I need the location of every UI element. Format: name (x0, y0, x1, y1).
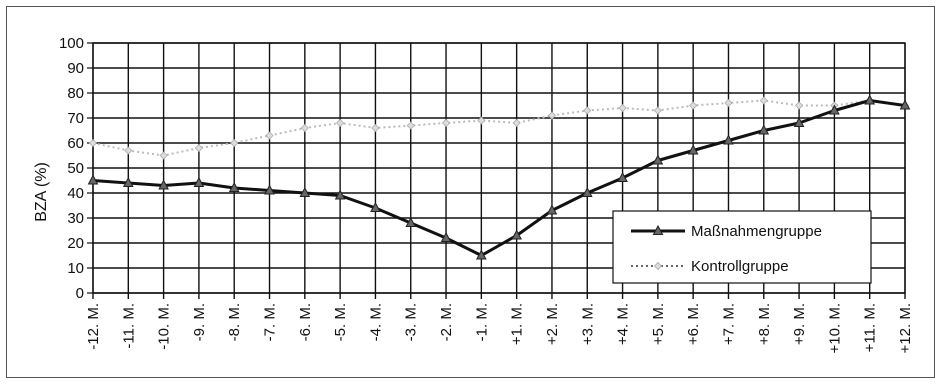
kontrollgruppe-point (230, 138, 239, 148)
kontrollgruppe-point (265, 131, 274, 140)
y-tick-label: 20 (67, 235, 84, 252)
kontrollgruppe-point (159, 151, 168, 160)
massnahmengruppe-point (652, 154, 664, 165)
massnahmengruppe-point (193, 176, 205, 187)
series-massnahmengruppe (87, 94, 911, 260)
kontrollgruppe-point (512, 118, 521, 128)
x-tick-label: -1. M. (473, 303, 490, 341)
kontrollgruppe-point (759, 96, 768, 105)
massnahmengruppe-point (899, 99, 911, 110)
y-axis-title: BZA (%) (33, 162, 50, 222)
massnahmengruppe-point (228, 181, 240, 192)
kontrollgruppe-point (441, 118, 451, 128)
massnahmengruppe-point (405, 216, 417, 227)
massnahmengruppe-point (758, 124, 770, 135)
x-tick-label: +9. M. (791, 303, 808, 345)
x-tick-label: -5. M. (332, 303, 349, 341)
legend-marker-kontrollgruppe (653, 261, 663, 271)
kontrollgruppe-point (88, 138, 98, 148)
y-tick-label: 30 (67, 210, 84, 227)
y-tick-label: 70 (67, 110, 84, 127)
legend-marker-massnahmengruppe (652, 224, 664, 235)
massnahmengruppe-point (440, 231, 452, 242)
x-tick-label: -7. M. (262, 303, 279, 341)
series-layer (87, 94, 911, 260)
x-tick-label: -9. M. (191, 303, 208, 341)
x-tick-label: +11. M. (862, 303, 879, 352)
y-tick-label: 40 (67, 185, 84, 202)
massnahmengruppe-point (617, 171, 628, 182)
massnahmengruppe-point (793, 116, 805, 127)
kontrollgruppe-point (653, 106, 662, 115)
x-tick-label: +7. M. (720, 303, 737, 345)
massnahmengruppe-point (581, 186, 593, 197)
y-tick-label: 90 (67, 60, 84, 77)
kontrollgruppe-point (724, 98, 733, 108)
plot-area-border (92, 42, 906, 294)
y-axis-ticks: 0 10 20 30 40 50 60 70 80 90 100 (59, 35, 84, 302)
kontrollgruppe-point (583, 106, 592, 115)
x-tick-label: -2. M. (438, 303, 455, 341)
massnahmengruppe-point (299, 186, 311, 197)
kontrollgruppe-point (194, 143, 203, 153)
series-kontrollgruppe (88, 96, 910, 160)
x-tick-label: -6. M. (297, 303, 314, 341)
kontrollgruppe-point (795, 101, 804, 110)
x-tick-label: +3. M. (579, 303, 596, 345)
massnahmengruppe-point (476, 249, 487, 260)
x-tick-label: +10. M. (826, 303, 843, 353)
kontrollgruppe-point (406, 121, 415, 130)
kontrollgruppe-point (477, 116, 486, 125)
massnahmengruppe-point (122, 176, 134, 187)
x-tick-label: +2. M. (544, 303, 561, 345)
kontrollgruppe-point (336, 118, 345, 128)
kontrollgruppe-point (618, 103, 627, 113)
massnahmengruppe-line (92, 99, 906, 257)
x-tick-label: -8. M. (226, 303, 243, 341)
legend-box (612, 210, 872, 284)
x-tick-label: +1. M. (509, 303, 526, 345)
massnahmengruppe-point (829, 104, 840, 115)
massnahmengruppe-point (87, 174, 99, 185)
x-tick-label: +5. M. (650, 303, 667, 345)
massnahmengruppe-point (158, 179, 169, 190)
y-tick-label: 100 (59, 35, 84, 52)
x-tick-label: -11. M. (120, 303, 137, 349)
x-tick-label: -3. M. (403, 303, 420, 341)
x-tick-label: -4. M. (367, 303, 384, 341)
y-tick-label: 80 (67, 85, 84, 102)
massnahmengruppe-point (370, 201, 381, 212)
kontrollgruppe-point (124, 146, 133, 155)
massnahmengruppe-point (864, 94, 876, 105)
x-tick-label: -10. M. (156, 303, 173, 350)
x-tick-label: +6. M. (685, 303, 702, 345)
y-tick-label: 10 (67, 260, 84, 277)
massnahmengruppe-point (687, 144, 699, 155)
massnahmengruppe-point (546, 204, 558, 215)
legend-label-kontrollgruppe: Kontrollgruppe (691, 258, 789, 275)
massnahmengruppe-point (334, 189, 346, 200)
x-tick-label: -12. M. (85, 303, 102, 350)
x-tick-label: +4. M. (615, 303, 632, 345)
kontrollgruppe-point (300, 123, 309, 133)
x-axis-ticks: -12. M. -11. M. -10. M. -9. M. -8. M. -7. M. -… (85, 303, 914, 353)
y-tick-label: 50 (67, 160, 84, 177)
kontrollgruppe-line (92, 99, 906, 157)
massnahmengruppe-point (723, 134, 734, 145)
legend-label-massnahmengruppe: Maßnahmengruppe (691, 223, 822, 240)
massnahmengruppe-point (264, 184, 275, 195)
kontrollgruppe-point (689, 101, 698, 110)
y-tick-label: 0 (76, 285, 84, 302)
massnahmengruppe-point (511, 229, 522, 240)
y-tick-label: 60 (67, 135, 84, 152)
x-tick-label: +8. M. (756, 303, 773, 345)
kontrollgruppe-point (547, 111, 557, 120)
x-tick-label: +12. M. (897, 303, 914, 353)
kontrollgruppe-point (371, 123, 380, 133)
chart-legend: Maßnahmengruppe Kontrollgruppe (612, 210, 872, 284)
